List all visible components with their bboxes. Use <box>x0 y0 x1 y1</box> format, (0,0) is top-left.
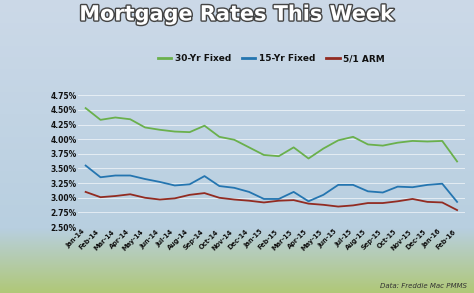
Text: Data: Freddie Mac PMMS: Data: Freddie Mac PMMS <box>380 283 467 289</box>
Text: Mortgage Rates This Week: Mortgage Rates This Week <box>79 4 395 24</box>
Legend: 30-Yr Fixed, 15-Yr Fixed, 5/1 ARM: 30-Yr Fixed, 15-Yr Fixed, 5/1 ARM <box>154 51 389 67</box>
